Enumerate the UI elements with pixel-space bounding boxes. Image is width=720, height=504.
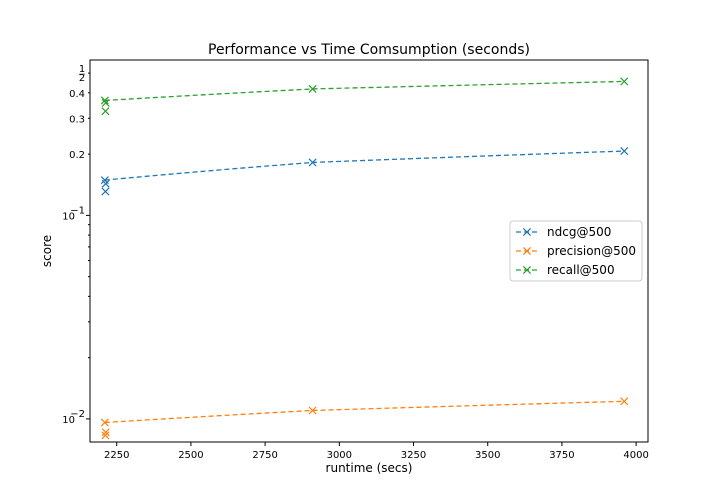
data-point [308, 84, 317, 93]
y-minor-tick-label: 0.3 [69, 114, 85, 125]
data-point [101, 187, 110, 196]
legend-label: precision@500 [547, 244, 636, 258]
y-tick-exponent: −2 [70, 409, 85, 420]
chart-title: Performance vs Time Comsumption (seconds… [208, 42, 530, 58]
legend-label: recall@500 [547, 263, 615, 277]
y-minor-tick-label: 0.4 [69, 89, 85, 100]
x-tick-label: 2500 [178, 450, 203, 461]
series-line [104, 150, 625, 181]
y-tick-exponent: −1 [70, 205, 85, 216]
data-point [522, 227, 532, 237]
legend: ndcg@500 precision@500 recall@500 [509, 220, 643, 282]
data-point [101, 431, 110, 440]
data-point [308, 158, 317, 167]
x-tick-label: 3750 [549, 450, 574, 461]
x-tick-label: 3500 [475, 450, 500, 461]
x-tick-label: 4000 [623, 450, 648, 461]
plot-frame [89, 59, 649, 443]
legend-label: ndcg@500 [547, 225, 611, 239]
y-tick-label: 10 [62, 415, 75, 426]
data-point [101, 107, 110, 116]
data-point [522, 246, 532, 256]
y-axis: 10−210−10.20.30.412 [62, 64, 90, 426]
legend-item: precision@500 [516, 244, 636, 258]
x-tick-label: 2750 [252, 450, 277, 461]
y-minor-tick-label-denominator: 2 [79, 73, 85, 84]
legend-box [509, 220, 643, 282]
legend-item: ndcg@500 [516, 225, 611, 239]
data-point [101, 428, 110, 437]
data-point [100, 418, 109, 427]
x-axis-label: runtime (secs) [326, 461, 413, 475]
data-point [308, 406, 317, 415]
data-point [101, 179, 110, 188]
data-point [522, 265, 532, 275]
y-minor-tick-label-numerator: 1 [79, 64, 85, 75]
x-tick-label: 3000 [327, 450, 352, 461]
x-axis: 2250 2500 2750 3000 3250 3500 3750 4000 [104, 442, 649, 461]
x-tick-label: 2250 [104, 450, 129, 461]
plot-series [100, 77, 629, 440]
data-point [620, 397, 629, 406]
data-point [100, 96, 109, 105]
y-minor-tick-label: 0.2 [69, 150, 85, 161]
y-axis-label: score [40, 235, 54, 267]
series-line [104, 400, 625, 424]
data-point [620, 147, 629, 156]
series-precision-500 [100, 397, 629, 440]
series-recall-500 [100, 77, 629, 116]
data-point [620, 77, 629, 86]
data-point [101, 98, 110, 107]
legend-item: recall@500 [516, 263, 615, 277]
series-ndcg-500 [100, 147, 629, 196]
y-tick-label: 10 [62, 211, 75, 222]
x-tick-label: 3250 [401, 450, 426, 461]
series-line [104, 80, 625, 102]
